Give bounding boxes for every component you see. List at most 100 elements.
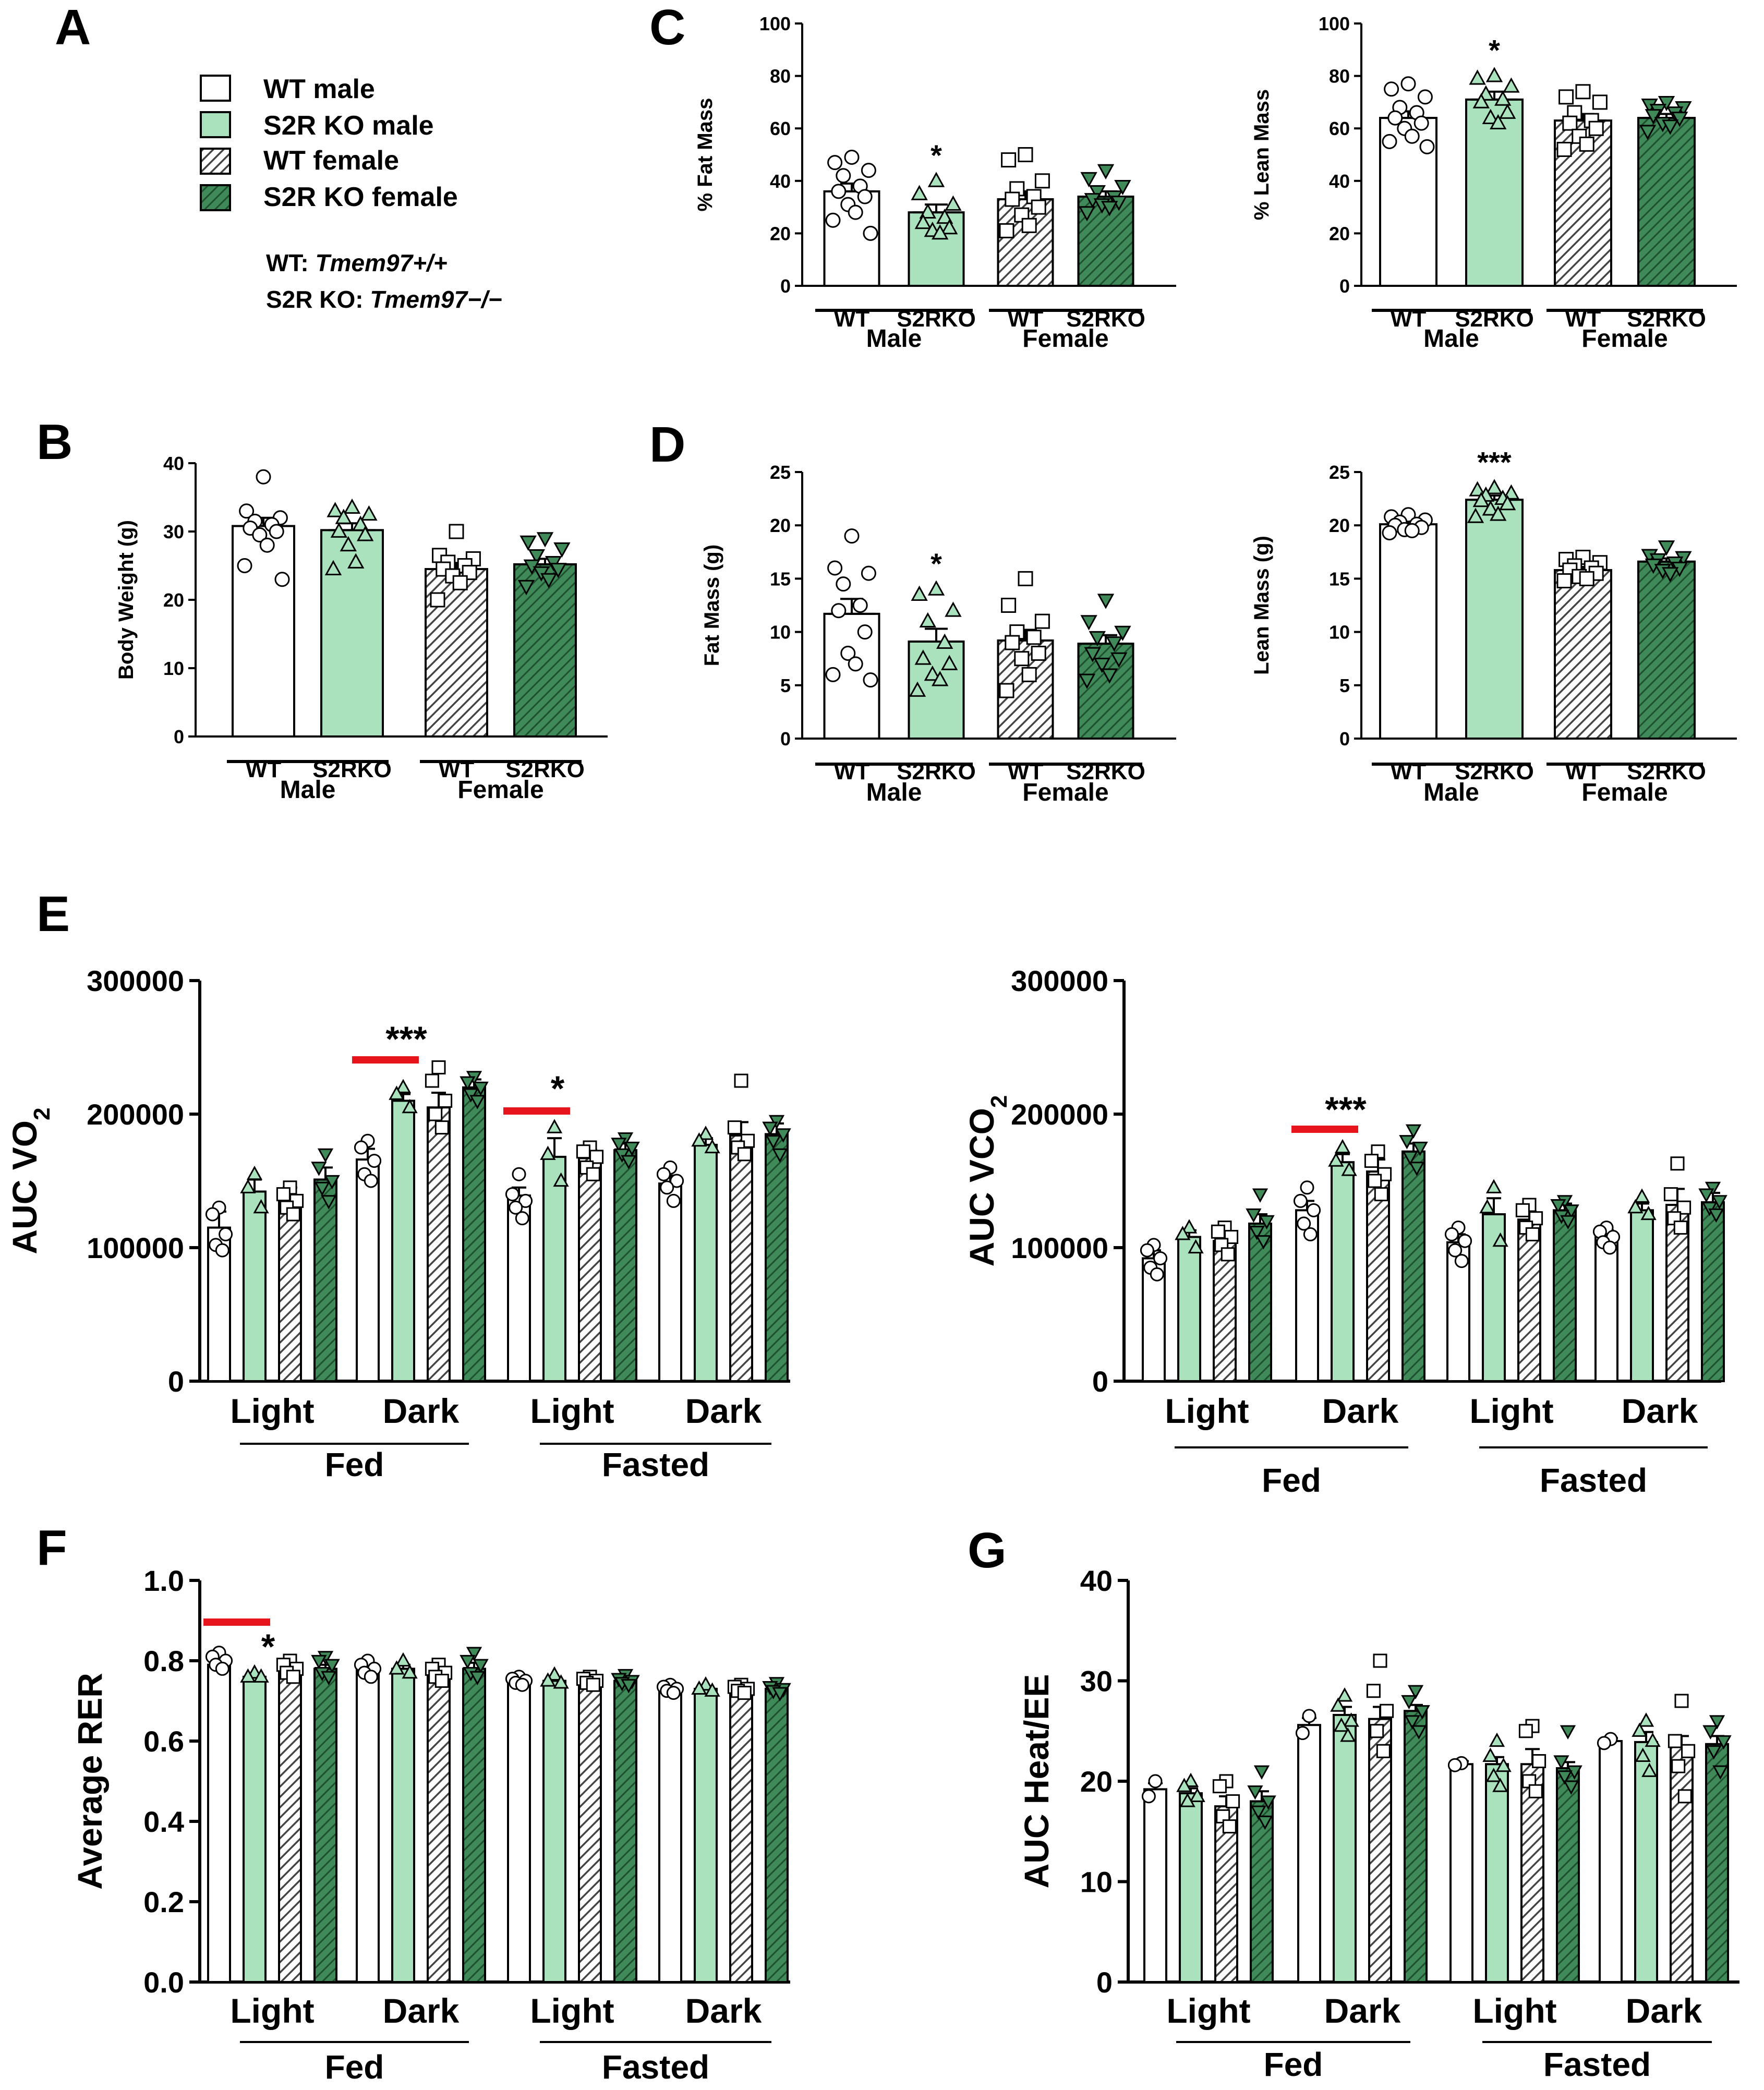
data-point [1635,1747,1651,1762]
data-point [1556,141,1572,157]
data-point [1658,96,1675,112]
data-point [553,1674,569,1689]
data-point [1078,206,1096,222]
data-point [1211,1224,1225,1239]
panel-letter-c: C [649,0,685,55]
data-point [836,576,851,592]
data-point [1499,103,1516,119]
data-point [431,1060,446,1074]
bar [765,1133,789,1382]
data-point [1330,1697,1346,1712]
data-point [1525,1227,1540,1241]
data-point [737,1147,752,1162]
data-point [1150,1267,1164,1282]
data-point [691,1680,707,1695]
data-point [1080,172,1097,188]
data-point [354,1140,368,1155]
data-point [347,553,365,569]
data-point [324,560,342,575]
y-tick-label: 0 [1092,1365,1108,1398]
data-point [1458,1234,1472,1248]
data-point [1708,1208,1724,1223]
data-point [932,224,949,240]
legend: WT male S2R KO male WT female S2R KO fem… [200,74,502,313]
group-label: Male [1423,779,1479,806]
bar [729,1687,753,1983]
data-point [1005,635,1020,650]
data-point [945,195,962,211]
legend-label-ko-female: S2R KO female [263,182,458,212]
data-point [1472,491,1490,508]
data-point [1414,1705,1430,1720]
bar [507,1680,531,1983]
group-label: Female [1022,779,1108,806]
bar [1331,1161,1355,1382]
data-point [324,1659,340,1674]
data-point [844,528,860,544]
y-tick-label: 300000 [87,964,184,997]
significance-label: * [931,547,942,580]
data-point [1175,1226,1191,1240]
y-axis-label: Fat Mass (g) [700,545,723,666]
data-point [219,1227,233,1241]
data-point [311,1654,327,1670]
data-point [1560,1725,1576,1740]
y-axis-label-text: AUC VO [5,1120,44,1254]
data-point [831,184,847,199]
bar [207,1663,231,1983]
data-point [327,502,344,517]
data-point [621,1679,637,1694]
data-point [1444,1227,1459,1241]
data-point [540,573,558,589]
data-point [237,558,252,573]
data-point [932,671,949,686]
data-point [1182,1772,1199,1787]
data-point [1485,479,1503,494]
data-point [357,526,374,541]
data-point [1482,500,1499,516]
data-point [1148,1774,1163,1789]
category-label: Light [530,1392,614,1430]
data-point [825,667,841,682]
data-point [1645,109,1662,125]
data-point [1374,1187,1388,1202]
data-point [611,1138,627,1152]
group-label: Male [1423,325,1479,353]
y-axis-label: Body Weight (g) [115,520,138,680]
data-point [343,498,361,514]
data-point [621,1155,637,1169]
data-point [1101,668,1118,684]
bar [1366,1170,1390,1383]
data-point [438,1093,453,1108]
y-tick-label: 10 [1329,622,1350,643]
data-point [402,1664,418,1679]
data-point [1494,90,1512,106]
panel-letter-g: G [968,1523,1007,1578]
data-point [772,1687,788,1701]
data-point [1677,1200,1691,1215]
data-point [1303,1227,1318,1241]
data-point [1300,1180,1314,1195]
y-tick-label: 1.0 [143,1564,184,1597]
data-point [1368,1174,1382,1188]
y-tick-label: 20 [1080,1765,1113,1798]
data-point [1400,76,1416,92]
data-point [269,524,284,539]
data-point [1602,1240,1617,1255]
data-point [844,150,860,165]
bar [1143,1788,1167,1983]
data-point [1252,1188,1268,1203]
y-tick-label: 100000 [87,1231,184,1264]
data-point [762,1121,778,1136]
bar [391,1100,415,1382]
data-point [1114,625,1131,642]
category-label: Dark [1622,1392,1698,1430]
data-point [576,1144,590,1159]
data-point [1553,1755,1569,1770]
significance-label: *** [1477,446,1512,479]
data-point [1005,191,1020,207]
data-point [1550,1199,1566,1214]
data-point [1176,1778,1192,1792]
bar [1213,1240,1237,1382]
bar [427,1106,451,1382]
